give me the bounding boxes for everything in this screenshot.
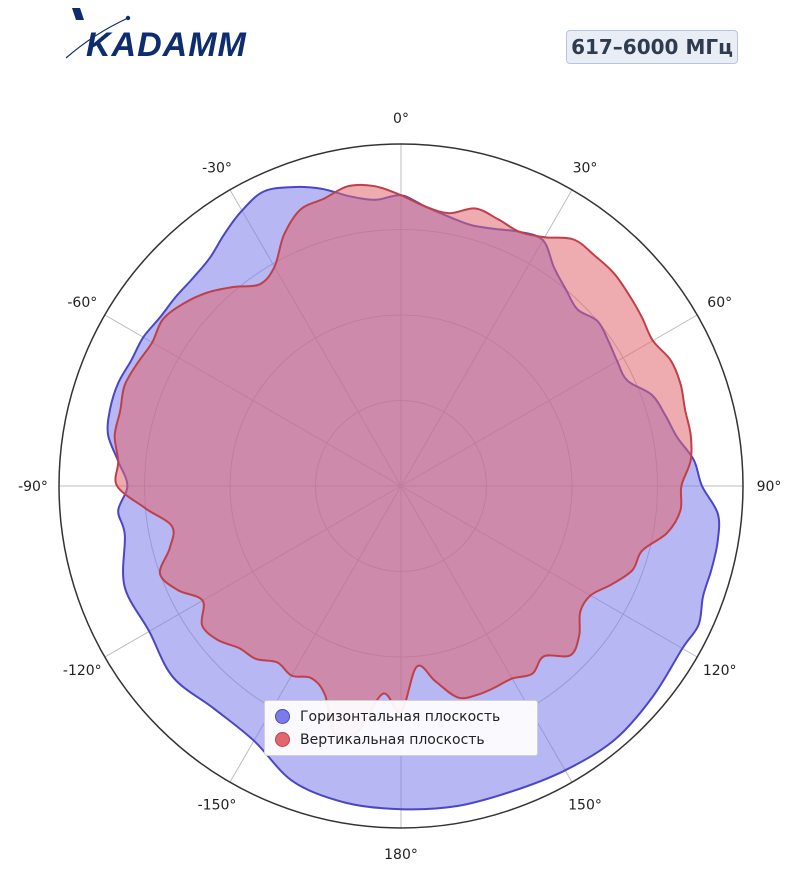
angle-label-5: 150° (568, 798, 602, 814)
angle-label-9: -90° (18, 479, 48, 495)
series-vertical-plane (113, 183, 693, 739)
kadamm-logo-mark: KADAMM (65, 8, 247, 62)
legend-label-vertical: Вертикальная плоскость (300, 731, 485, 748)
logo-wordmark: KADAMM (86, 26, 247, 62)
chart-legend: Горизонтальная плоскость Вертикальная пл… (264, 700, 538, 756)
legend-item-horizontal: Горизонтальная плоскость (275, 705, 527, 728)
polar-series (106, 183, 721, 811)
angle-label-0: 0° (393, 111, 409, 127)
angle-label-1: 30° (573, 160, 598, 176)
legend-swatch-horizontal (275, 709, 290, 724)
legend-label-horizontal: Горизонтальная плоскость (300, 708, 501, 725)
frequency-range-badge: 617–6000 МГц (566, 30, 738, 64)
kadamm-logo: KADAMM (62, 6, 268, 62)
angle-label-7: -150° (198, 798, 237, 814)
legend-item-vertical: Вертикальная плоскость (275, 728, 527, 751)
angle-label-6: 180° (384, 847, 418, 863)
angle-label-11: -30° (202, 160, 232, 176)
angle-label-10: -60° (67, 295, 97, 311)
polar-frame (58, 143, 744, 829)
polar-outer-frame (58, 143, 744, 829)
legend-swatch-vertical (275, 732, 290, 747)
angle-label-3: 90° (757, 479, 782, 495)
angle-tick-labels: 0° 30° 60° 90° 120° 150° 180° -150° -120° -90° -60… (18, 111, 781, 863)
angle-label-4: 120° (703, 663, 737, 679)
angle-label-2: 60° (707, 295, 732, 311)
angle-label-8: -120° (63, 663, 102, 679)
